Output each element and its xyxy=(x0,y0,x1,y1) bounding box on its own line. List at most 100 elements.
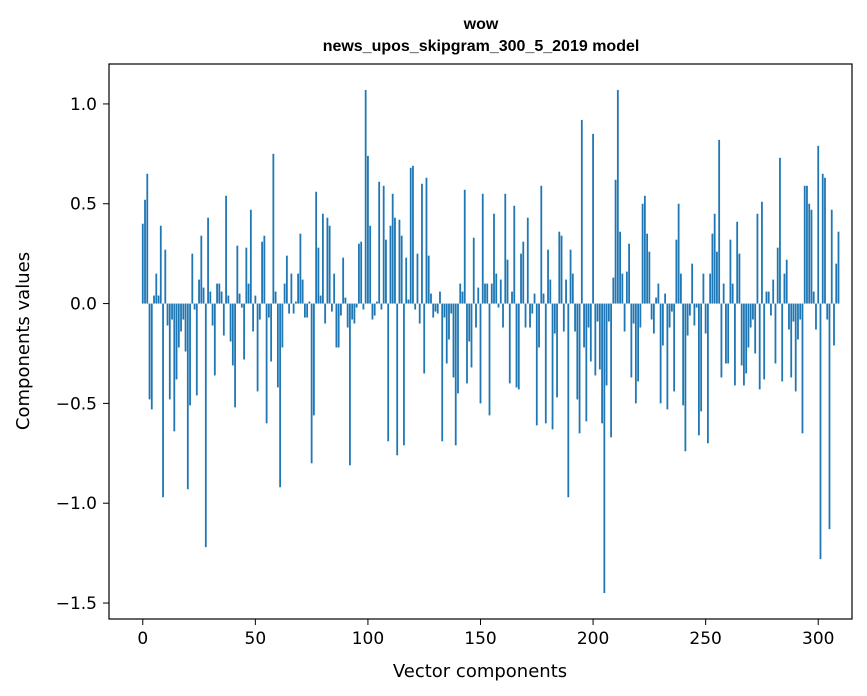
bar xyxy=(303,303,306,318)
bar xyxy=(567,303,570,498)
bar xyxy=(346,303,349,328)
bar xyxy=(668,303,671,328)
bar xyxy=(378,181,381,304)
bar xyxy=(788,303,790,330)
bar xyxy=(202,287,205,304)
bar xyxy=(499,279,502,304)
bar xyxy=(513,205,516,304)
bar xyxy=(650,303,653,320)
bar xyxy=(204,303,207,548)
bar xyxy=(162,303,164,498)
bar xyxy=(261,241,263,304)
bar xyxy=(607,303,610,322)
bar xyxy=(396,303,399,456)
bar xyxy=(718,139,721,304)
bar xyxy=(382,185,385,304)
bar xyxy=(353,303,356,324)
bar xyxy=(400,235,403,304)
bar xyxy=(157,295,160,304)
bar xyxy=(634,303,637,404)
bar xyxy=(772,279,775,304)
bar xyxy=(520,253,522,304)
x-tick-label: 50 xyxy=(245,629,267,649)
bar xyxy=(779,157,781,304)
bar xyxy=(830,209,833,304)
bar xyxy=(716,251,718,304)
bar xyxy=(643,195,646,304)
bar xyxy=(664,293,667,304)
bar xyxy=(484,283,486,304)
bar xyxy=(767,291,770,304)
bar xyxy=(614,179,617,304)
bar xyxy=(720,303,723,378)
bar xyxy=(747,303,750,348)
bar xyxy=(389,225,392,304)
bar xyxy=(360,241,363,304)
bar xyxy=(542,293,545,304)
bar xyxy=(281,303,284,348)
bar xyxy=(362,303,365,310)
bar xyxy=(418,303,421,324)
y-axis-label: Components values xyxy=(13,252,34,430)
bar xyxy=(657,283,660,304)
bar xyxy=(364,89,367,304)
bar xyxy=(450,303,453,314)
bar xyxy=(337,303,340,348)
bar xyxy=(819,303,822,560)
bar xyxy=(837,231,840,304)
bar xyxy=(164,249,167,304)
bar xyxy=(315,191,318,304)
bar xyxy=(785,259,788,304)
bar xyxy=(684,303,687,452)
bar xyxy=(279,303,282,488)
bar xyxy=(562,303,565,332)
bar xyxy=(713,213,716,304)
bar xyxy=(477,287,480,304)
bar xyxy=(652,303,655,334)
bar xyxy=(707,303,709,444)
bar xyxy=(416,253,419,304)
bar xyxy=(198,279,200,304)
bar xyxy=(173,303,176,432)
bar xyxy=(189,303,191,406)
bar xyxy=(585,303,588,422)
bar xyxy=(488,303,491,416)
bar xyxy=(301,279,304,304)
bar xyxy=(155,273,158,304)
bar xyxy=(180,303,182,332)
bar xyxy=(571,273,574,304)
bar xyxy=(371,303,374,320)
bar xyxy=(623,303,626,332)
bar xyxy=(511,291,513,304)
bar xyxy=(166,303,169,326)
bar xyxy=(227,295,230,304)
bar xyxy=(646,233,649,304)
bar xyxy=(171,303,173,320)
bar xyxy=(704,303,707,334)
bar xyxy=(655,297,658,304)
bar xyxy=(587,303,590,328)
bar xyxy=(159,225,162,304)
bar xyxy=(200,235,203,304)
bar xyxy=(833,303,835,346)
bar xyxy=(231,303,234,366)
bar xyxy=(493,213,495,304)
bar xyxy=(610,303,612,438)
bar xyxy=(463,189,466,304)
bar xyxy=(319,295,322,304)
bar xyxy=(274,291,277,304)
bar xyxy=(326,217,329,304)
bar xyxy=(592,133,594,304)
bar xyxy=(731,283,734,304)
bar xyxy=(414,303,417,310)
bar xyxy=(754,303,757,354)
chart-title: wow xyxy=(463,16,499,33)
bar xyxy=(799,303,802,320)
y-tick-label: 0.5 xyxy=(70,195,97,215)
bar xyxy=(727,303,730,364)
x-tick-label: 250 xyxy=(689,629,721,649)
bar xyxy=(693,303,696,326)
bar xyxy=(349,303,351,466)
bar xyxy=(529,303,531,328)
bar xyxy=(700,303,703,412)
